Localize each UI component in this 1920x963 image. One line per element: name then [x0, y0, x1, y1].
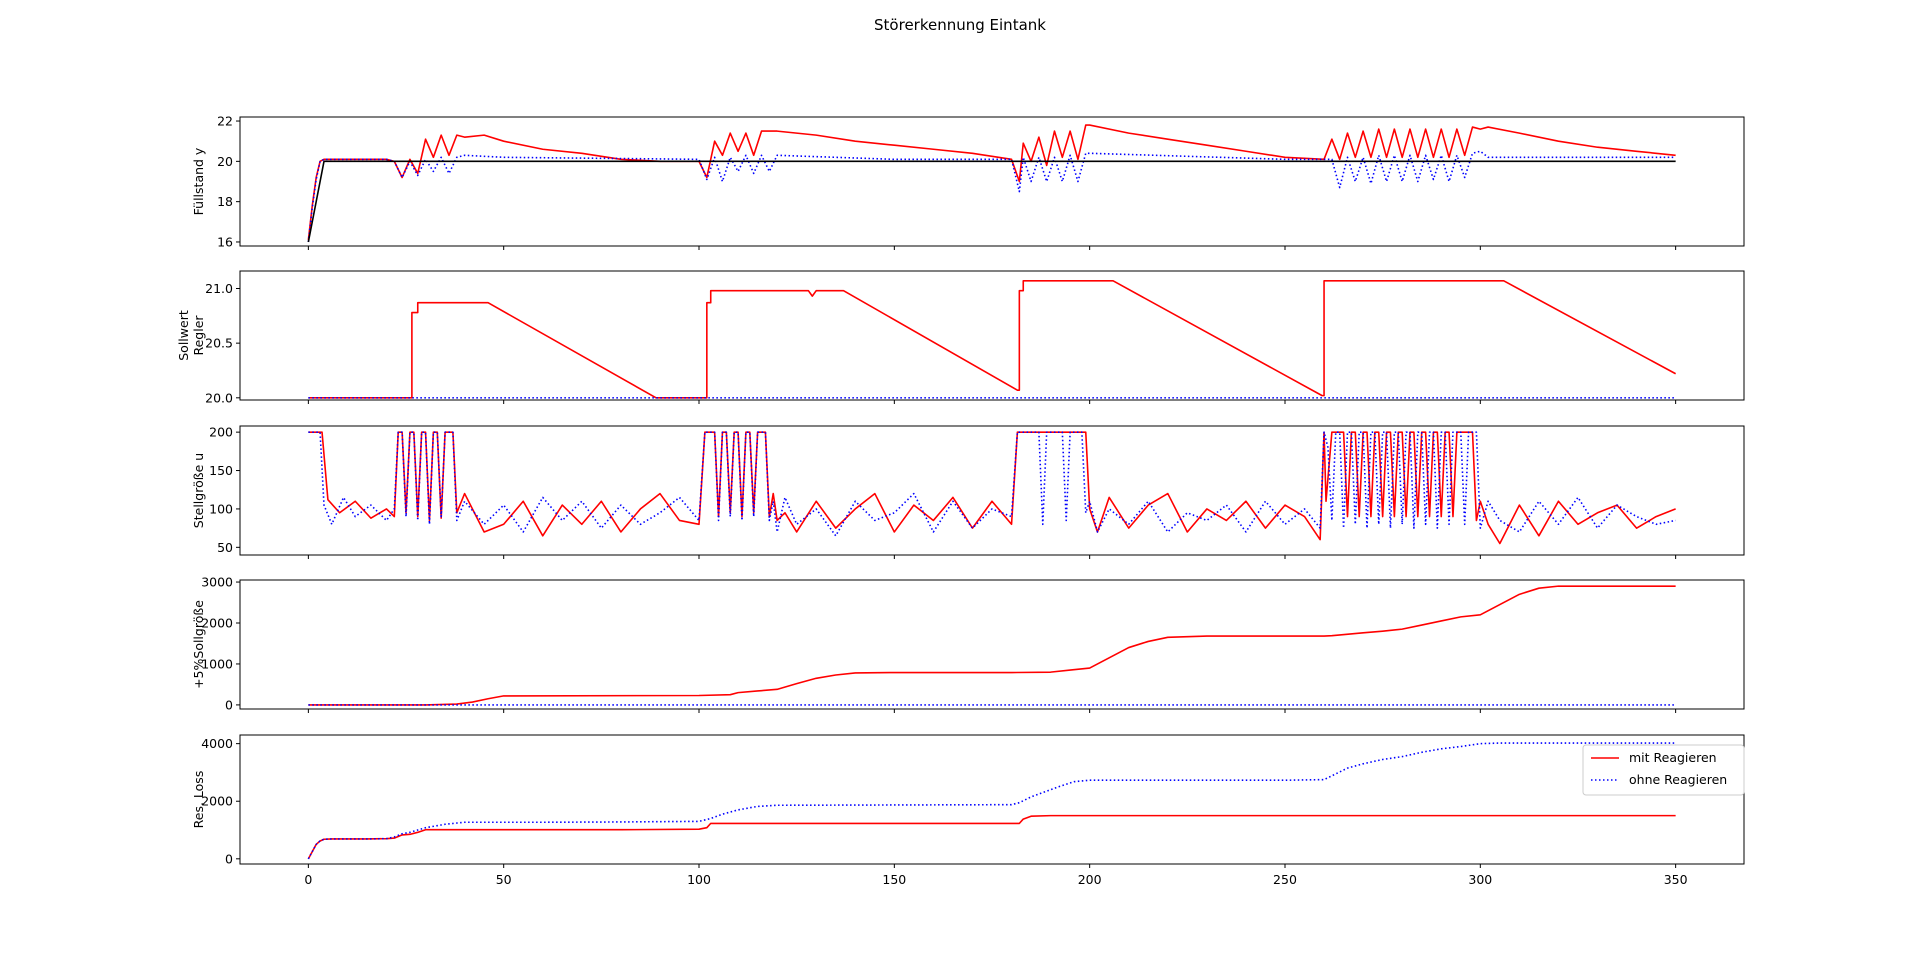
subplot-1: 16 18 20 22 Füllstand y — [191, 114, 1745, 250]
xtick-label: 350 — [1664, 872, 1688, 887]
legend: mit Reagieren ohne Reagieren — [1582, 744, 1745, 796]
ytick-label: 2000 — [201, 794, 233, 809]
xtick-label: 150 — [882, 872, 906, 887]
axes-frame — [239, 116, 1745, 247]
series-line-ohne-reagieren — [307, 742, 1676, 860]
xtick-label: 100 — [687, 872, 711, 887]
legend-label-ohne: ohne Reagieren — [1629, 772, 1727, 787]
xtick-label: 50 — [496, 872, 512, 887]
ylabel: Res. Loss — [191, 771, 206, 829]
series-line-ohne-reagieren — [308, 431, 1676, 537]
xtick-label: 300 — [1468, 872, 1492, 887]
ylabel: Sollwert — [176, 310, 191, 361]
ytick-label: 4000 — [201, 736, 233, 751]
subplot-5: 0 2000 4000 0 50 100 150 200 250 300 350 Res. Loss — [191, 734, 1745, 887]
ytick-label: 22 — [217, 114, 233, 129]
series-line-mit-reagieren — [308, 431, 1676, 545]
subplot-4: 0 1000 2000 3000 +5%Sollgröße — [191, 575, 1745, 713]
ytick-label: 0 — [225, 851, 233, 866]
ytick-label: 20 — [217, 154, 233, 169]
ytick-label: 20.5 — [205, 336, 233, 351]
ytick-label: 16 — [217, 234, 233, 249]
legend-box — [1582, 744, 1745, 796]
series-line-mit-reagieren — [307, 124, 1676, 241]
ytick-label: 2000 — [201, 616, 233, 631]
ytick-label: 21.0 — [205, 281, 233, 296]
ytick-label: 20.0 — [205, 390, 233, 405]
xtick-label: 0 — [304, 872, 312, 887]
series-line-mit-reagieren — [307, 814, 1676, 860]
series-line-mit-reagieren — [308, 585, 1676, 706]
series-line-mit-reagieren — [308, 280, 1677, 399]
xtick-label: 250 — [1273, 872, 1297, 887]
ylabel: Stellgröße u — [191, 453, 206, 528]
series-line-setpoint — [307, 160, 1676, 243]
subplot-2: 20.0 20.5 21.0 Sollwert Regler — [176, 270, 1745, 405]
ytick-label: 100 — [209, 501, 233, 516]
axes-frame — [239, 270, 1745, 401]
ytick-label: 1000 — [201, 656, 233, 671]
ytick-label: 0 — [225, 697, 233, 712]
figure-title: Störerkennung Eintank — [874, 16, 1046, 34]
axes-frame — [239, 579, 1745, 710]
ytick-label: 50 — [217, 540, 233, 555]
axes-frame — [239, 734, 1745, 865]
ytick-label: 3000 — [201, 575, 233, 590]
ytick-label: 150 — [209, 463, 233, 478]
ylabel: Regler — [191, 315, 206, 356]
legend-label-mit: mit Reagieren — [1629, 750, 1717, 765]
axes-frame — [239, 425, 1745, 556]
xtick-label: 200 — [1078, 872, 1102, 887]
series-line-ohne-reagieren — [307, 150, 1676, 243]
ylabel: +5%Sollgröße — [191, 600, 206, 689]
ytick-label: 200 — [209, 425, 233, 440]
ytick-label: 18 — [217, 194, 233, 209]
ylabel: Füllstand y — [191, 147, 206, 215]
